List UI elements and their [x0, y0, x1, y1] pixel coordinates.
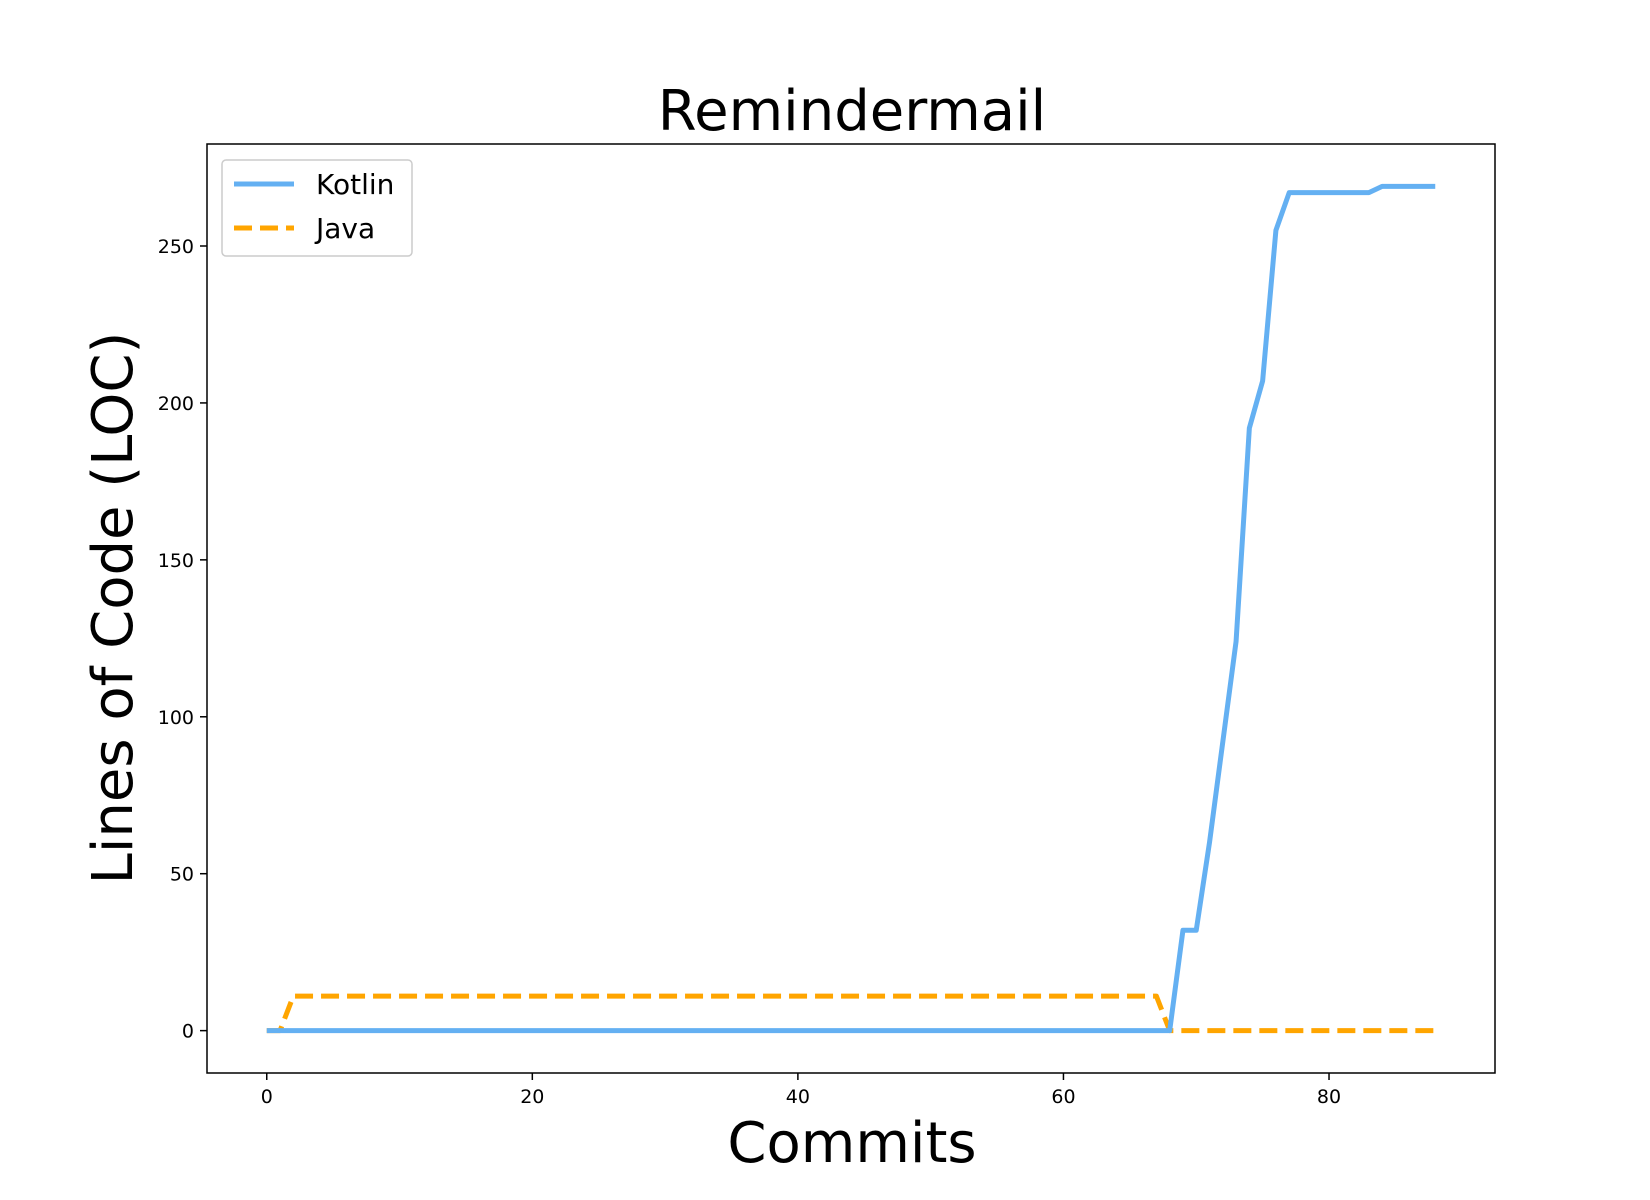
x-axis-title: Commits: [727, 1111, 976, 1176]
x-tick-label: 20: [520, 1086, 544, 1108]
chart-title: Remindermail: [658, 79, 1046, 144]
legend-label-kotlin: Kotlin: [316, 168, 394, 201]
plot-frame: [206, 143, 1496, 1074]
x-tick-label: 40: [786, 1086, 810, 1108]
x-tick-label: 80: [1317, 1086, 1341, 1108]
legend-label-java: Java: [314, 212, 375, 245]
series-line-kotlin: [266, 183, 1436, 1034]
x-axis: 0 20 40 60 80: [261, 1073, 1341, 1108]
plot-area: [266, 183, 1436, 1034]
y-tick-label: 100: [158, 707, 194, 729]
y-tick-label: 250: [158, 236, 194, 258]
y-tick-label: 150: [158, 550, 194, 572]
y-tick-label: 200: [158, 393, 194, 415]
y-axis: 0 50 100 150 200 250: [158, 236, 207, 1043]
x-tick-label: 0: [261, 1086, 273, 1108]
y-tick-label: 50: [170, 864, 194, 886]
x-tick-label: 60: [1051, 1086, 1075, 1108]
series-line-java: [266, 993, 1436, 1034]
legend: Kotlin Java: [221, 159, 413, 257]
y-tick-label: 0: [182, 1021, 194, 1043]
y-axis-title: Lines of Code (LOC): [81, 332, 146, 885]
